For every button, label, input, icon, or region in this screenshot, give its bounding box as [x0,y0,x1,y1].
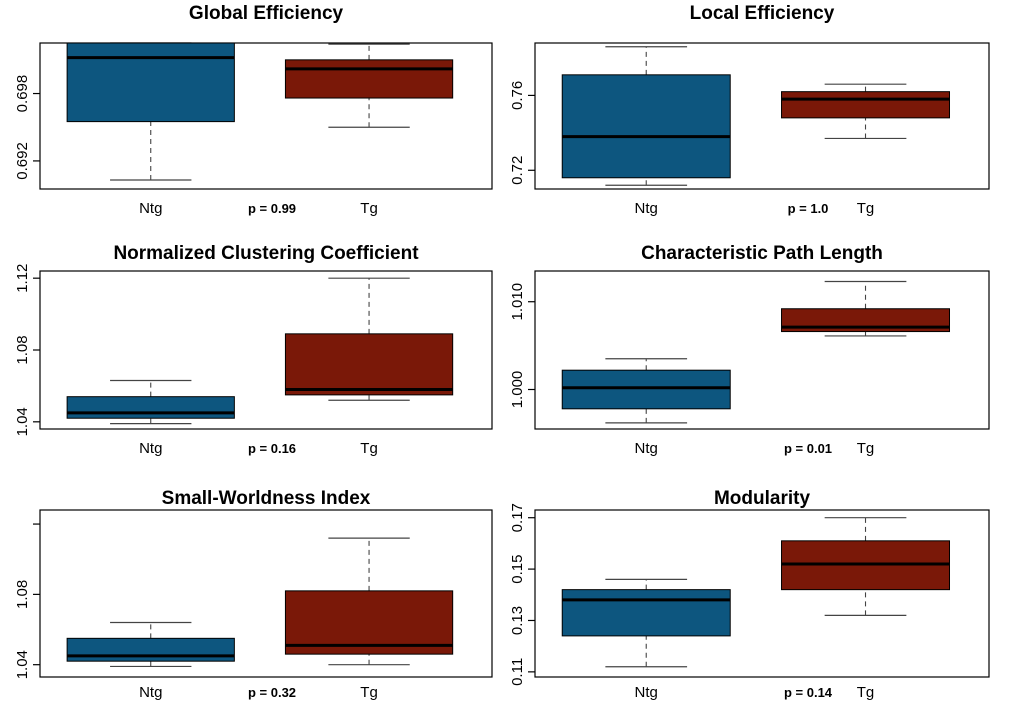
category-label: Tg [857,200,875,217]
box-tg [284,43,454,128]
category-label: Tg [857,684,875,701]
y-tick-label: 0.76 [509,81,526,110]
plot-frame [534,42,990,190]
chart-panel: Small-Worldness Index 1.04 1.08 Ntg Tg p = 0.… [14,488,493,701]
iqr-box [561,589,731,637]
y-tick-label: 1.08 [14,580,31,609]
box-ntg [66,42,235,181]
y-tick-label: 1.010 [509,283,526,321]
y-tick-label: 0.72 [509,156,526,185]
plot-frame [534,270,990,430]
chart-panel: Modularity 0.11 0.13 0.15 0.17 Ntg Tg p = 0.14 [509,488,990,701]
box-ntg [66,621,235,668]
iqr-box [284,59,454,99]
y-tick-label: 1.08 [14,335,31,364]
y-tick-label: 0.698 [14,75,31,113]
p-value-label: p = 0.14 [784,685,833,700]
category-label: Ntg [139,684,162,701]
y-tick-label: 1.04 [14,407,31,436]
iqr-box [66,396,235,419]
y-tick-label: 0.11 [509,658,526,686]
p-value-label: p = 1.0 [788,201,829,216]
chart-title: Normalized Clustering Coefficient [113,243,419,264]
box-ntg [561,578,731,668]
y-tick-label: 1.04 [14,650,31,679]
category-label: Ntg [635,440,658,457]
chart-title: Small-Worldness Index [162,488,371,509]
box-tg [781,83,951,140]
plot-frame [39,42,493,190]
iqr-box [284,333,454,396]
box-tg [284,277,454,401]
iqr-box [66,637,235,662]
category-label: Ntg [635,684,658,701]
iqr-box [561,74,731,179]
y-tick-label: 0.692 [14,142,31,180]
box-tg [781,517,951,616]
p-value-label: p = 0.16 [248,441,296,456]
p-value-label: p = 0.01 [784,441,832,456]
category-label: Ntg [139,440,162,457]
iqr-box [561,369,731,410]
y-tick-label: 1.12 [14,264,31,293]
chart-panel: Global Efficiency 0.692 0.698 Ntg Tg p = 0.99 [14,3,493,217]
chart-panel: Normalized Clustering Coefficient 1.04 1.0… [14,243,493,457]
y-tick-label: 0.15 [509,554,526,583]
iqr-box [284,590,454,655]
box-ntg [66,379,235,425]
y-tick-label: 0.17 [509,503,526,532]
chart-panel: Characteristic Path Length 1.000 1.010 Ntg T… [509,243,990,457]
iqr-box [66,42,235,123]
chart-title: Modularity [714,488,810,509]
box-tg [781,280,951,337]
chart-panel: Local Efficiency 0.72 0.76 Ntg Tg p = 1.0 [509,3,990,217]
category-label: Tg [360,684,378,701]
y-tick-label: 0.13 [509,606,526,635]
category-label: Tg [857,440,875,457]
plot-frame [534,509,990,678]
y-tick-label: 1.000 [509,371,526,409]
chart-title: Global Efficiency [189,3,344,24]
category-label: Tg [360,200,378,217]
chart-title: Characteristic Path Length [641,243,883,264]
category-label: Ntg [139,200,162,217]
box-ntg [561,46,731,186]
p-value-label: p = 0.99 [248,201,296,216]
p-value-label: p = 0.32 [248,685,296,700]
chart-title: Local Efficiency [690,3,835,24]
category-label: Tg [360,440,378,457]
plot-frame [39,509,493,678]
box-tg [284,537,454,666]
iqr-box [781,91,951,119]
category-label: Ntg [635,200,658,217]
box-ntg [561,358,731,424]
